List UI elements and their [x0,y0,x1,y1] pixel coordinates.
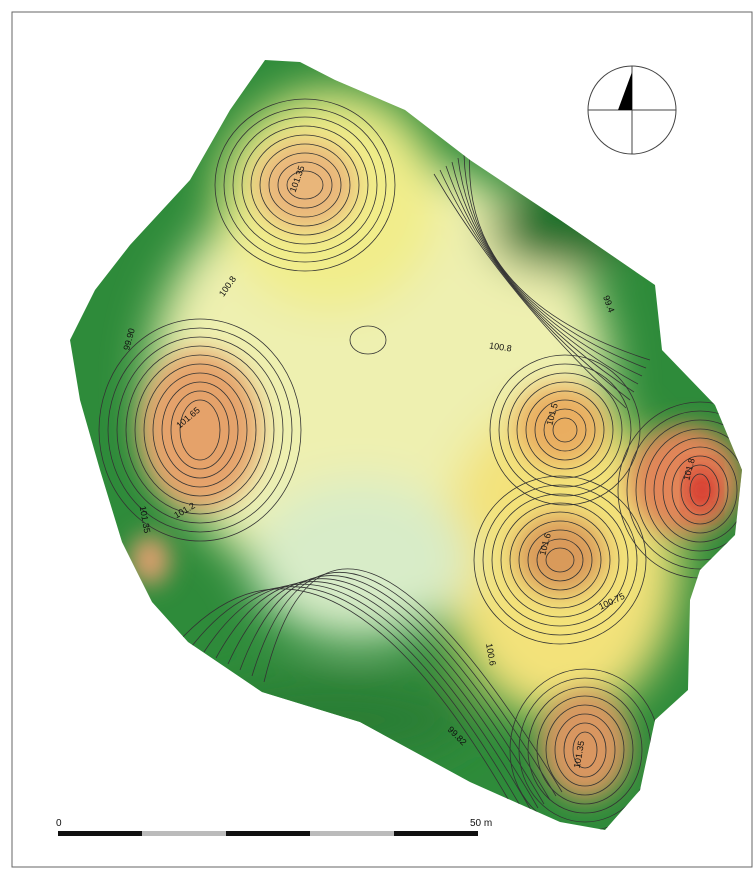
contour-line [161,381,239,479]
contour-line [552,417,578,443]
contour-line [525,390,605,470]
contour-line [498,363,632,497]
contour-line [223,107,387,263]
contour-line [259,143,351,227]
contour-line [286,170,324,200]
contour-label: 100.8 [489,341,513,354]
contour-line [545,704,625,796]
contour-line [227,578,545,805]
contour-line [563,722,607,778]
contour-line [349,325,387,355]
contour-line [545,547,575,573]
contour-line [662,446,738,534]
compass [587,65,677,155]
contour-line [277,161,333,209]
contour-line [268,152,342,218]
contour-line [98,318,302,542]
contour-line [527,686,643,814]
contour-line [179,399,221,461]
contour-line [626,410,742,570]
contour-line [543,408,587,452]
contour-label: 101.35 [572,740,587,769]
contour-line [507,372,623,488]
scale-start: 0 [56,818,62,829]
contour-line [469,149,651,361]
contour-line [644,428,742,552]
contour-line [534,399,596,461]
contour-line [536,695,634,805]
contour-line [518,520,602,600]
contour-line [263,568,563,793]
contour-line [554,713,616,787]
contour-line [107,327,293,533]
contour-line [215,581,539,809]
contour-line [451,161,639,385]
contour-line [250,134,360,236]
contour-line [509,511,611,609]
contour-line [232,116,378,254]
contour-line [527,529,593,591]
contour-line [125,345,275,515]
contour-line [463,153,647,369]
contour-line [572,731,598,769]
contour-line [516,381,614,479]
contour-line [191,586,527,817]
contour-line [653,437,742,543]
contour-line [203,584,533,813]
contour-line [473,475,647,645]
contour-line [116,336,284,524]
contour-line [239,575,551,801]
contour-label: 100.6 [484,643,498,667]
contour-line [241,125,369,245]
contour-line [134,354,266,506]
contour-line [143,363,257,497]
contour-line [491,493,629,627]
contour-line [689,473,711,507]
contour-line [536,538,584,582]
contour-line [482,484,638,636]
contour-line [671,455,729,525]
contour-label: 101.35 [138,505,153,534]
contour-line [457,157,643,377]
scale-end: 50 m [470,818,492,829]
contour-line [152,372,248,488]
contour-line [170,390,230,470]
contour-line [251,571,557,797]
contour-line [635,419,742,561]
contour-line [500,502,620,618]
frame [11,11,753,868]
contour-line [214,98,396,272]
scale-bar: 0 50 m [56,818,492,836]
contour-line [680,464,720,516]
contour-line [433,173,627,409]
contour-line [445,165,635,393]
contour-line [179,588,521,821]
contour-line [439,169,631,401]
